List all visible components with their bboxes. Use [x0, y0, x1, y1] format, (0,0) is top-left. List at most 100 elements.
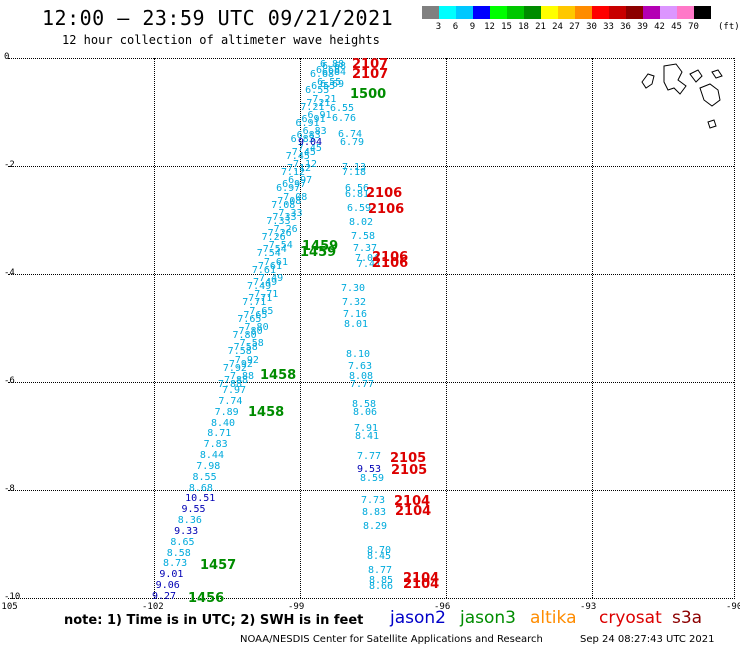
wave-height-value: 7.08	[277, 195, 302, 207]
wave-height-value: 7.21	[306, 97, 331, 109]
wave-height-value: 6.84	[322, 67, 347, 78]
wave-height-value: 6.55	[317, 77, 342, 89]
wave-height-value: 6.68	[322, 61, 347, 72]
wave-height-value: 7.54	[262, 244, 287, 256]
wave-height-value: 8.55	[192, 471, 217, 483]
wave-height-value: 7.49	[253, 277, 278, 289]
wave-height-value: 7.26	[273, 224, 298, 236]
wave-height-value: 7.12	[292, 158, 318, 170]
page-title: 12:00 – 23:59 UTC 09/21/2021	[42, 6, 394, 30]
wave-height-value: 6.91	[295, 117, 320, 129]
wave-height-value: 6.55	[330, 103, 355, 114]
colorbar-swatch	[439, 6, 456, 19]
wave-height-value: 8.65	[170, 536, 195, 548]
pass-label: 2104	[395, 504, 432, 519]
wave-height-value: 8.10	[346, 349, 371, 360]
grid-line-top	[8, 58, 734, 59]
x-tick-label: -90	[726, 602, 740, 612]
wave-height-value: 7.30	[341, 283, 366, 294]
wave-height-value: 7.21	[312, 93, 337, 105]
wave-height-value: 7.88	[224, 375, 249, 386]
colorbar-swatch	[507, 6, 524, 19]
wave-height-value: 7.41	[357, 259, 382, 270]
y-tick-label: 0	[4, 52, 10, 62]
y-tick-label: -6	[4, 376, 15, 386]
wave-height-value: 7.45	[285, 150, 310, 162]
colorbar-swatch	[643, 6, 660, 19]
colorbar-swatch	[592, 6, 609, 19]
pass-label: 1458	[260, 368, 297, 383]
wave-height-value: 6.83	[296, 130, 321, 142]
grid-line-horizontal	[8, 490, 734, 491]
colorbar-label: 30	[586, 22, 597, 32]
wave-height-value: 8.66	[369, 581, 394, 592]
wave-height-value: 8.08	[349, 371, 374, 382]
wave-height-value: 8.58	[166, 547, 191, 559]
grid-line-vertical	[592, 58, 593, 598]
x-tick-label: -96	[434, 602, 451, 612]
wave-height-value: 6.56	[345, 183, 370, 194]
wave-height-value: 7.45	[291, 146, 316, 158]
wave-height-value: 8.85	[369, 575, 394, 586]
pass-label: 2106	[366, 186, 403, 201]
wave-height-value: 6.74	[338, 129, 363, 140]
wave-height-value: 7.80	[244, 322, 269, 334]
colorbar-label: 21	[535, 22, 546, 32]
wave-height-value: 7.77	[357, 451, 382, 462]
grid-line-horizontal	[8, 166, 734, 167]
wave-height-value: 7.18	[342, 167, 367, 178]
wave-height-value: 7.49	[247, 281, 272, 293]
wave-height-value: 7.71	[248, 293, 273, 305]
wave-height-value: 9.27	[152, 591, 177, 602]
wave-height-value: 7.61	[257, 260, 282, 272]
wave-height-value: 7.71	[242, 297, 267, 309]
y-tick-label: -4	[4, 268, 15, 278]
y-tick-label: -8	[4, 484, 15, 494]
colorbar-label: 12	[484, 22, 495, 32]
wave-height-value: 7.16	[343, 309, 368, 320]
wave-height-value: 8.01	[344, 319, 369, 330]
colorbar-unit: (ft)	[718, 22, 740, 32]
wave-height-value: 7.91	[354, 423, 379, 434]
wave-height-value: 8.02	[349, 217, 374, 228]
colorbar-swatch	[609, 6, 626, 19]
wave-height-value: 7.65	[249, 305, 274, 317]
pass-label: 2107	[352, 67, 389, 82]
wave-height-value: 7.54	[268, 240, 293, 252]
colorbar-label: 27	[569, 22, 580, 32]
wave-height-value: 8.73	[163, 558, 188, 570]
wave-height-value: 8.41	[355, 431, 380, 442]
satellite-legend-altika: altika	[530, 608, 577, 628]
wave-height-value: 7.98	[196, 460, 221, 472]
wave-height-value: 7.88	[230, 371, 255, 382]
pass-label: 1456	[188, 591, 225, 606]
wave-height-value: 6.97	[288, 175, 313, 187]
grid-line-vertical	[446, 58, 447, 598]
wave-height-value: 9.53	[357, 464, 382, 475]
wave-height-value: 9.55	[181, 504, 206, 516]
wave-height-value: 7.63	[348, 361, 373, 372]
pass-label: 2105	[390, 451, 427, 466]
credit-text: NOAA/NESDIS Center for Satellite Applica…	[240, 634, 543, 645]
pass-label: 2104	[403, 577, 440, 592]
colorbar-label: 3	[435, 22, 442, 32]
wave-height-value: 7.71	[254, 289, 279, 301]
wave-height-value: 7.33	[266, 215, 291, 227]
colorbar-swatch	[660, 6, 677, 19]
wave-height-value: 7.80	[232, 330, 257, 342]
colorbar-swatch	[473, 6, 490, 19]
wave-height-value: 7.49	[259, 273, 284, 285]
colorbar-swatch	[677, 6, 694, 19]
wave-height-value: 6.91	[307, 109, 332, 121]
wave-height-value: 8.58	[352, 399, 377, 410]
wave-height-value: 9.33	[174, 525, 199, 537]
colorbar-label: 42	[654, 22, 665, 32]
timestamp-text: Sep 24 08:27:43 UTC 2021	[580, 634, 715, 645]
wave-height-value: 7.74	[218, 395, 243, 407]
colorbar-label: 24	[552, 22, 563, 32]
wave-height-value: 6.97	[276, 183, 301, 195]
wave-height-value: 6.83	[302, 126, 327, 138]
wave-height-value: 7.65	[243, 309, 268, 321]
colorbar-label: 36	[620, 22, 631, 32]
wave-height-value: 6.83	[290, 134, 315, 146]
